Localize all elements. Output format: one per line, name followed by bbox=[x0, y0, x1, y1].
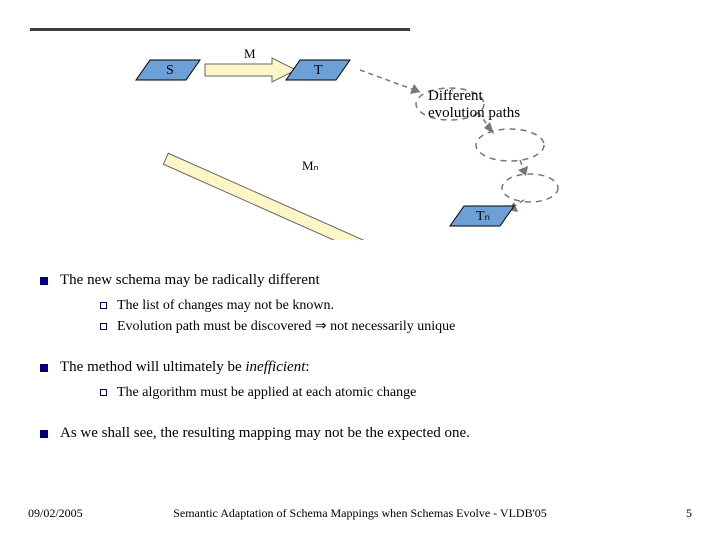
node-Tn-label: Tₙ bbox=[476, 209, 490, 224]
bullet-2: The method will ultimately be inefficien… bbox=[40, 357, 690, 410]
bullet-hollow-icon bbox=[100, 323, 107, 330]
label-Mn: Mₙ bbox=[302, 158, 319, 174]
bullet-list: The new schema may be radically differen… bbox=[40, 270, 690, 448]
node-Tn: Tₙ bbox=[450, 206, 514, 226]
diagram-caption: Differentevolution paths bbox=[428, 88, 520, 121]
footer-pagenum: 5 bbox=[686, 506, 692, 521]
footer-title: Semantic Adaptation of Schema Mappings w… bbox=[0, 506, 720, 521]
diagram: S T Tₙ bbox=[0, 40, 720, 240]
bullet-1-text: The new schema may be radically differen… bbox=[60, 272, 320, 288]
node-T: T bbox=[286, 60, 350, 80]
node-S-label: S bbox=[166, 63, 174, 78]
bullet-3: As we shall see, the resulting mapping m… bbox=[40, 423, 690, 443]
bullet-3-text: As we shall see, the resulting mapping m… bbox=[60, 425, 470, 441]
node-S: S bbox=[136, 60, 200, 80]
bullet-1: The new schema may be radically differen… bbox=[40, 270, 690, 343]
title-rule bbox=[30, 28, 410, 31]
bullet-1-sub-2: Evolution path must be discovered ⇒ not … bbox=[100, 317, 690, 337]
bullet-2-sub-1: The algorithm must be applied at each at… bbox=[100, 383, 690, 403]
bullet-square-icon bbox=[40, 364, 48, 372]
cloud-2 bbox=[476, 129, 544, 161]
bullet-hollow-icon bbox=[100, 389, 107, 396]
bullet-square-icon bbox=[40, 430, 48, 438]
bullet-1-sub-1: The list of changes may not be known. bbox=[100, 296, 690, 316]
bullet-hollow-icon bbox=[100, 302, 107, 309]
footer: 09/02/2005 Semantic Adaptation of Schema… bbox=[0, 506, 720, 526]
dashed-arrow-1 bbox=[360, 70, 420, 92]
bullet-square-icon bbox=[40, 277, 48, 285]
cloud-3 bbox=[502, 174, 558, 202]
node-T-label: T bbox=[314, 63, 323, 78]
label-M: M bbox=[244, 46, 256, 62]
bullet-2-text: The method will ultimately be inefficien… bbox=[60, 359, 310, 375]
